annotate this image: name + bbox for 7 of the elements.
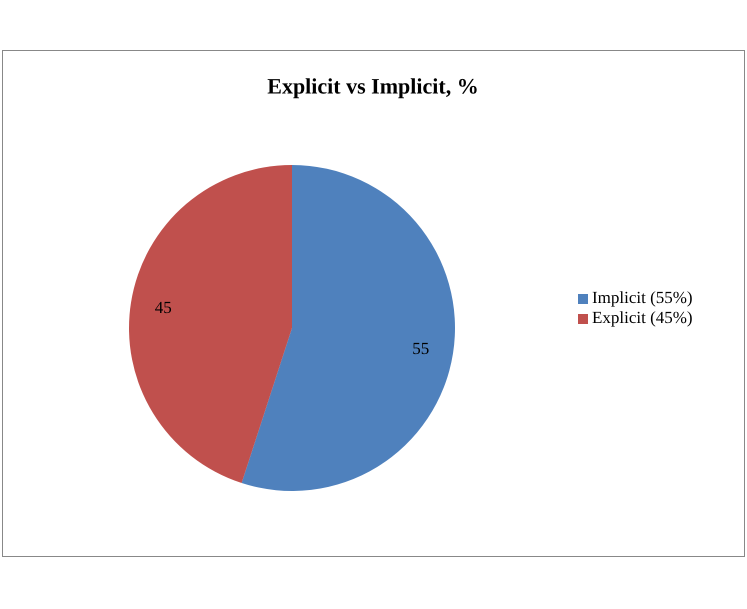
pie-slice <box>242 165 455 491</box>
legend-label: Explicit (45%) <box>592 308 693 327</box>
data-label: 55 <box>412 338 430 358</box>
chart-title: Explicit vs Implicit, % <box>267 74 479 98</box>
pie-slice <box>129 165 292 484</box>
data-label: 45 <box>154 298 172 318</box>
legend-label: Implicit (55%) <box>592 288 693 307</box>
